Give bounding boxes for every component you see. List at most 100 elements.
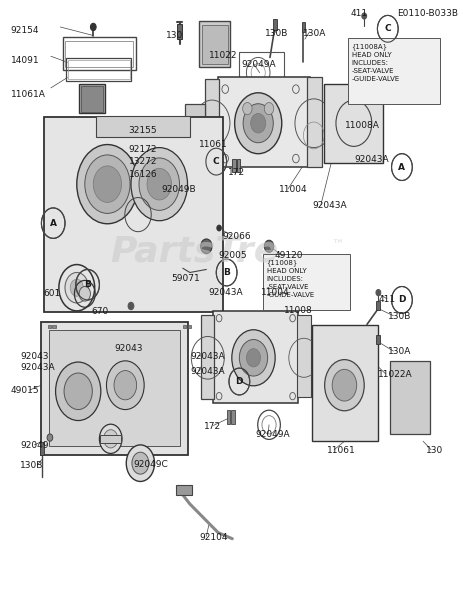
Bar — [41, 322, 188, 455]
Text: 130A: 130A — [303, 29, 326, 38]
Bar — [324, 84, 383, 163]
Circle shape — [232, 330, 275, 386]
Text: 92005: 92005 — [218, 251, 247, 260]
Text: {11008A}
HEAD ONLY
INCLUDES:
-SEAT-VALVE
-GUIDE-VALVE: {11008A} HEAD ONLY INCLUDES: -SEAT-VALVE… — [352, 43, 400, 81]
Bar — [263, 254, 350, 310]
Bar — [201, 25, 228, 64]
Bar — [176, 485, 192, 495]
Bar — [177, 24, 182, 39]
Text: 411: 411 — [350, 9, 367, 18]
Bar — [47, 325, 51, 328]
Text: 11022: 11022 — [209, 51, 237, 61]
Text: 130: 130 — [166, 31, 183, 40]
Circle shape — [65, 272, 89, 303]
Text: 130B: 130B — [265, 29, 289, 38]
Bar — [199, 21, 230, 67]
Circle shape — [201, 239, 212, 253]
Text: 130: 130 — [426, 446, 443, 455]
Text: 49120: 49120 — [275, 251, 303, 260]
Bar — [297, 315, 310, 397]
Text: 92043A: 92043A — [190, 352, 225, 360]
Bar — [205, 79, 219, 163]
Bar — [312, 326, 378, 441]
Bar — [307, 77, 322, 167]
Circle shape — [239, 340, 268, 376]
Bar — [96, 116, 190, 136]
Text: B: B — [223, 268, 230, 277]
Bar — [44, 117, 223, 312]
Bar — [348, 38, 439, 104]
Bar — [65, 41, 133, 67]
Bar — [40, 442, 44, 455]
Circle shape — [325, 360, 364, 411]
Circle shape — [246, 349, 261, 367]
Text: 49015: 49015 — [11, 386, 39, 395]
Bar — [376, 335, 380, 345]
Circle shape — [93, 166, 121, 203]
Text: 92066: 92066 — [223, 232, 252, 241]
Text: A: A — [399, 163, 405, 171]
Text: 92049A: 92049A — [242, 61, 276, 70]
Text: 92043A: 92043A — [209, 288, 243, 297]
Bar — [237, 159, 240, 172]
Text: 92043A: 92043A — [20, 364, 55, 372]
Bar — [232, 159, 236, 172]
Text: B: B — [84, 280, 91, 289]
Text: 11022A: 11022A — [378, 370, 413, 379]
Bar — [52, 325, 55, 328]
Text: 92043: 92043 — [20, 353, 49, 361]
Circle shape — [126, 445, 155, 482]
Bar — [68, 61, 129, 79]
Text: 92172: 92172 — [128, 145, 157, 154]
Text: 92049: 92049 — [20, 441, 49, 450]
Circle shape — [64, 373, 92, 409]
Circle shape — [376, 289, 381, 296]
Text: C: C — [213, 157, 219, 166]
Text: {11008}
HEAD ONLY
INCLUDES:
-SEAT-VALVE
-GUIDE-VALVE: {11008} HEAD ONLY INCLUDES: -SEAT-VALVE … — [267, 259, 315, 298]
Text: 13272: 13272 — [128, 157, 157, 166]
Circle shape — [70, 279, 83, 296]
Bar — [81, 86, 103, 111]
Circle shape — [128, 302, 134, 310]
Text: 11061: 11061 — [327, 446, 356, 455]
Text: 92049A: 92049A — [256, 430, 291, 439]
Text: E0110-B033B: E0110-B033B — [398, 9, 458, 18]
Text: 16126: 16126 — [128, 170, 157, 179]
Text: 14091: 14091 — [11, 56, 39, 65]
Circle shape — [107, 361, 144, 409]
Text: 11004: 11004 — [279, 185, 308, 195]
Text: PartsTre: PartsTre — [110, 234, 278, 268]
Text: 11004: 11004 — [261, 288, 289, 297]
Text: 92043: 92043 — [115, 344, 143, 353]
Circle shape — [114, 371, 137, 400]
Text: 601: 601 — [44, 289, 61, 298]
Bar — [231, 410, 235, 424]
Bar — [100, 435, 121, 443]
Bar — [185, 104, 205, 140]
Circle shape — [139, 158, 180, 211]
Text: 130B: 130B — [388, 312, 411, 321]
Circle shape — [100, 424, 122, 453]
Text: D: D — [236, 377, 243, 386]
Text: 130B: 130B — [20, 461, 44, 471]
Text: 32155: 32155 — [128, 126, 157, 135]
Text: 11008: 11008 — [284, 306, 313, 315]
Text: A: A — [50, 218, 57, 228]
Bar — [239, 52, 283, 92]
Circle shape — [264, 103, 274, 114]
Text: ™: ™ — [331, 239, 344, 252]
Circle shape — [55, 362, 101, 420]
Text: 92049C: 92049C — [133, 460, 168, 469]
Text: 59071: 59071 — [171, 274, 200, 283]
Text: C: C — [384, 24, 391, 33]
Bar — [48, 330, 181, 446]
Circle shape — [243, 104, 273, 143]
Bar — [63, 37, 136, 70]
Text: 11061: 11061 — [199, 140, 228, 149]
Text: 411: 411 — [378, 295, 395, 304]
Circle shape — [47, 434, 53, 441]
Circle shape — [147, 168, 172, 200]
Text: 92043A: 92043A — [312, 201, 347, 210]
Circle shape — [362, 13, 366, 19]
Text: 670: 670 — [91, 307, 108, 316]
